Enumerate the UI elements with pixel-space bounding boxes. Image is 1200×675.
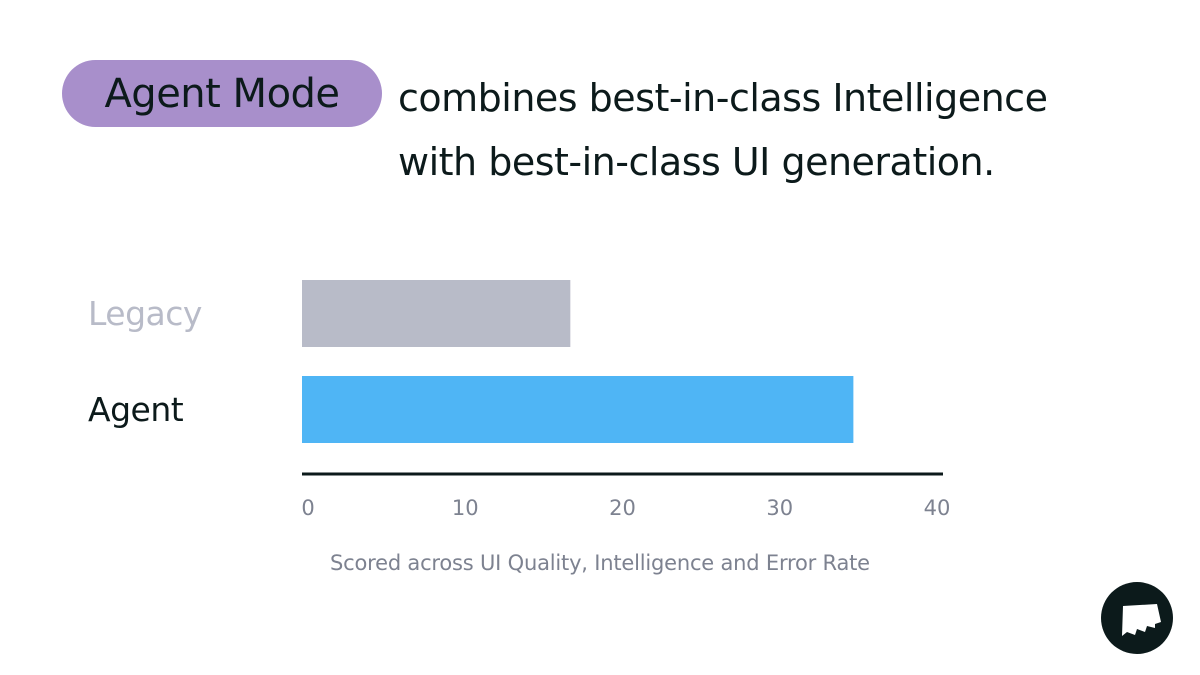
x-tick-label: 40 [923, 496, 951, 520]
x-tick-label: 30 [766, 496, 794, 520]
headline-line-1: combines best-in-class Intelligence [398, 76, 1048, 120]
headline: combines best-in-class Intelligence with… [398, 66, 1048, 194]
x-tick-label: 0 [301, 496, 315, 520]
x-axis-label: Scored across UI Quality, Intelligence a… [330, 551, 870, 575]
category-label-agent: Agent [88, 390, 184, 429]
badge-label: Agent Mode [104, 70, 340, 117]
agent-mode-badge: Agent Mode [62, 60, 382, 127]
x-tick-label: 10 [451, 496, 479, 520]
headline-line-2: with best-in-class UI generation. [398, 140, 995, 184]
bar-legacy [302, 280, 571, 347]
flag-logo-icon [1101, 582, 1173, 654]
bar-agent [302, 376, 854, 443]
x-tick-label: 20 [609, 496, 636, 520]
category-label-legacy: Legacy [88, 294, 202, 333]
